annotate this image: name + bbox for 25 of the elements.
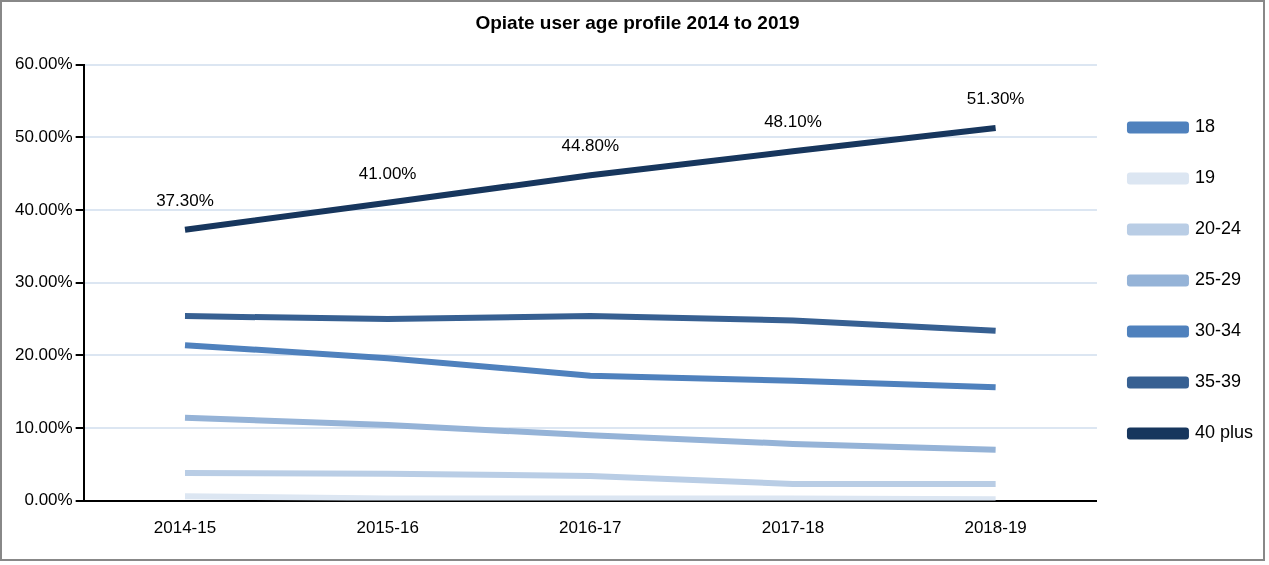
legend-label: 25-29 [1194, 269, 1241, 290]
legend-label: 19 [1194, 167, 1215, 188]
legend-label: 30-34 [1194, 320, 1241, 341]
legend-label: 35-39 [1194, 371, 1241, 392]
x-tick-label: 2015-16 [356, 518, 419, 538]
y-tick-label: 0.00% [24, 490, 73, 510]
legend-label: 18 [1194, 116, 1215, 137]
data-label: 51.30% [966, 89, 1025, 109]
y-tick-label: 40.00% [14, 199, 73, 219]
y-tick-label: 60.00% [14, 54, 73, 74]
chart-title: Opiate user age profile 2014 to 2019 [475, 11, 800, 33]
data-label: 48.10% [764, 112, 822, 132]
x-tick-label: 2014-15 [153, 518, 217, 538]
data-label: 44.80% [561, 136, 620, 156]
y-tick-label: 10.00% [14, 417, 73, 437]
y-tick-label: 50.00% [14, 127, 73, 147]
data-label: 37.30% [156, 190, 214, 210]
y-tick-label: 20.00% [14, 345, 73, 365]
x-tick-label: 2016-17 [559, 518, 622, 538]
y-tick-label: 30.00% [14, 272, 73, 292]
legend-label: 20-24 [1194, 218, 1241, 239]
x-tick-label: 2017-18 [761, 518, 825, 538]
x-tick-label: 2018-19 [964, 518, 1027, 538]
data-label: 41.00% [358, 163, 417, 183]
legend-label: 40 plus [1194, 422, 1253, 443]
